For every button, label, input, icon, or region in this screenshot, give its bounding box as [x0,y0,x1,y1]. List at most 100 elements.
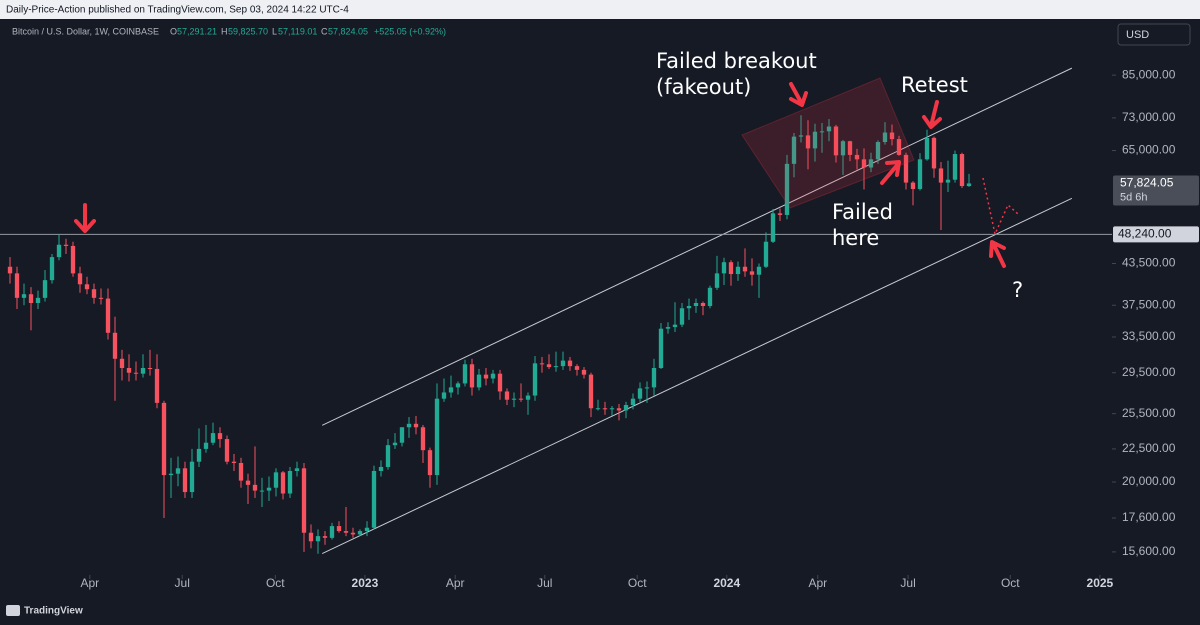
candle-body [63,244,69,246]
candle-body [791,136,797,164]
ohlc-value: 57,824.05 [328,26,368,36]
candle-body [14,273,20,298]
candle-body [392,442,398,446]
candle-body [266,487,272,491]
candle-body [455,383,461,388]
candle-body [504,391,510,400]
candle-body [679,308,685,325]
candle-body [658,328,664,368]
candle-body [147,367,153,369]
candle-body [889,132,895,140]
candle-body [224,439,230,462]
y-tick-label: 73,000.00 [1122,110,1176,124]
candle-body [238,463,244,481]
candle-body [140,367,146,374]
annotation: Failed breakout [656,49,817,73]
y-tick-label: 37,500.00 [1122,297,1176,311]
candle-body [77,273,83,285]
candle-body [742,266,748,272]
candle-body [749,271,755,275]
candle-body [539,363,545,365]
candle-body [322,536,328,538]
candle-body [847,141,853,155]
candle-body [217,433,223,440]
candle-body [350,532,356,535]
annotation: (fakeout) [656,75,751,99]
logo: TradingView [24,606,83,617]
plot-area [0,67,1112,554]
candle-body [875,142,881,160]
last-price-label: 57,824.05 [1120,176,1174,190]
x-tick-label: Jul [900,576,915,590]
candle-body [567,360,573,367]
candle-body [497,373,503,392]
candle-body [378,466,384,471]
currency[interactable]: USD [1126,29,1149,41]
candle-body [189,461,195,493]
candle-body [868,159,874,168]
candle-body [280,472,286,494]
channel-line [321,67,1073,426]
candle-body [721,262,727,274]
candle-body [42,280,48,298]
candle-body [364,527,370,532]
candle-body [483,374,489,379]
candle-body [952,154,958,180]
candle-body [826,126,832,132]
ohlc-value: 57,119.01 [278,26,317,36]
candle-body [784,163,790,215]
annotation: ? [1012,278,1023,302]
candle-body [406,423,412,428]
y-tick-label: 20,000.00 [1122,474,1176,488]
y-tick-label: 22,500.00 [1122,441,1176,455]
candle-body [938,168,944,183]
candle-body [651,367,657,388]
candle-body [105,298,111,333]
candle-body [294,468,300,471]
y-tick-label: 85,000.00 [1122,67,1176,81]
candle-body [602,408,608,410]
banner-text: Daily-Price-Action published on TradingV… [6,5,349,16]
last-price-box [1113,175,1199,206]
candle-body [959,154,965,187]
candle-body [112,332,118,359]
y-tick-label: 25,500.00 [1122,406,1176,420]
y-tick-label: 33,500.00 [1122,329,1176,343]
x-tick-label: Apr [80,576,99,590]
candle-body [273,472,279,488]
candle-body [966,183,972,187]
annotation: Failed [832,200,893,224]
arrow [74,203,96,233]
candle-body [882,132,888,143]
x-tick-label: 2024 [713,576,740,590]
candle-body [259,490,265,492]
currency-button[interactable] [1117,23,1191,46]
candle-body [462,364,468,384]
candle-body [553,366,559,368]
candle-body [490,373,496,379]
candle-body [623,405,629,411]
x-tick-label: Oct [266,576,285,590]
arrows [74,82,1006,268]
banner-bar [0,0,1200,19]
x-tick-label: 2025 [1087,576,1114,590]
candle-body [931,137,937,169]
candle-body [644,387,650,389]
symbol: Bitcoin / U.S. Dollar, 1W, COINBASE [12,26,159,36]
level-label-box [1113,226,1199,243]
candle-body [665,327,671,329]
candle-body [7,266,13,274]
candle-body [595,408,601,410]
candle-body [917,159,923,189]
candle-body [546,364,552,368]
price-axis: 85,000.00 73,000.00 65,000.00 43,500.00 37,5… [1112,67,1199,558]
logo-icon [6,605,20,616]
axis-layer: Apr Jul Oct 2023 Apr Jul Oct 2024 Apr Jul Oct 2025 [80,575,1114,590]
candle-body [182,468,188,493]
annotation: Retest [901,73,968,97]
candle-body [532,363,538,396]
candle-body [119,358,125,368]
ohlc-key: C [321,26,328,36]
candle-body [196,448,202,462]
